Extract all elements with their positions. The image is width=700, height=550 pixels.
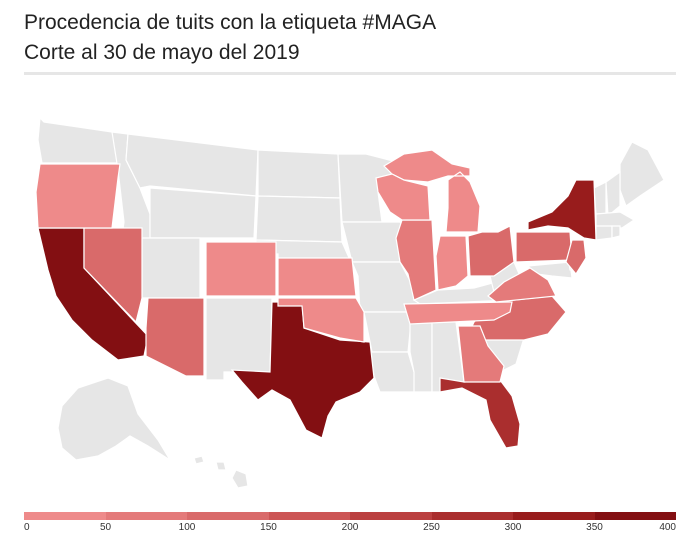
- legend-swatch-5: [431, 512, 513, 520]
- state-NM: [205, 297, 273, 381]
- state-AZ: [145, 297, 205, 377]
- legend-tick-400: 400: [659, 522, 676, 533]
- state-ME: [619, 141, 665, 207]
- legend-tick-350: 350: [586, 522, 603, 533]
- state-OH: [467, 225, 515, 277]
- state-TX: [230, 301, 375, 439]
- legend-tick-50: 50: [99, 522, 112, 533]
- state-WY: [149, 187, 257, 239]
- legend-tick-150: 150: [260, 522, 277, 533]
- state-NH: [605, 170, 621, 218]
- legend-swatch-2: [187, 512, 269, 520]
- legend-tick-0: 0: [24, 522, 30, 533]
- chart-subtitle: Corte al 30 de mayo del 2019: [24, 41, 300, 64]
- chart-title: Procedencia de tuits con la etiqueta #MA…: [24, 11, 437, 34]
- state-TN: [403, 301, 513, 325]
- state-IN: [435, 235, 469, 291]
- data-states: [35, 149, 597, 449]
- state-AK: [57, 377, 171, 461]
- state-UT: [141, 237, 201, 299]
- no-data-states: [37, 116, 665, 489]
- state-AR: [363, 311, 413, 353]
- state-NJ: [565, 239, 587, 276]
- legend-tick-labels: 0 50 100 150 200 250 300 350 400: [24, 522, 676, 536]
- state-OK: [277, 297, 365, 343]
- legend-tick-300: 300: [504, 522, 522, 533]
- state-HI: [193, 455, 249, 489]
- legend-swatch-1: [105, 512, 187, 520]
- state-VT: [593, 181, 607, 215]
- state-CT: [595, 225, 613, 241]
- title-divider: [24, 72, 676, 75]
- legend-tick-200: 200: [341, 522, 359, 533]
- legend-swatch-3: [268, 512, 350, 520]
- us-choropleth-map: [35, 116, 665, 489]
- state-GA: [457, 325, 505, 383]
- state-PA: [515, 231, 573, 263]
- state-ND: [257, 149, 341, 199]
- legend-swatch-7: [594, 512, 676, 520]
- legend-swatch-6: [513, 512, 595, 520]
- state-IL: [395, 219, 437, 301]
- legend-swatch-0: [24, 512, 106, 520]
- state-SD: [255, 195, 343, 243]
- state-RI: [611, 225, 621, 239]
- color-scale-legend: [24, 512, 676, 520]
- state-CO: [205, 241, 277, 297]
- state-FL: [439, 377, 521, 449]
- state-MT: [125, 133, 259, 197]
- legend-tick-100: 100: [178, 522, 196, 533]
- state-WA: [37, 116, 121, 164]
- legend-tick-250: 250: [423, 522, 440, 533]
- state-OR: [35, 163, 121, 229]
- state-KS: [277, 257, 357, 297]
- state-NY: [527, 179, 597, 241]
- legend-swatch-4: [350, 512, 432, 520]
- state-NV: [83, 227, 143, 324]
- state-WI: [375, 173, 431, 221]
